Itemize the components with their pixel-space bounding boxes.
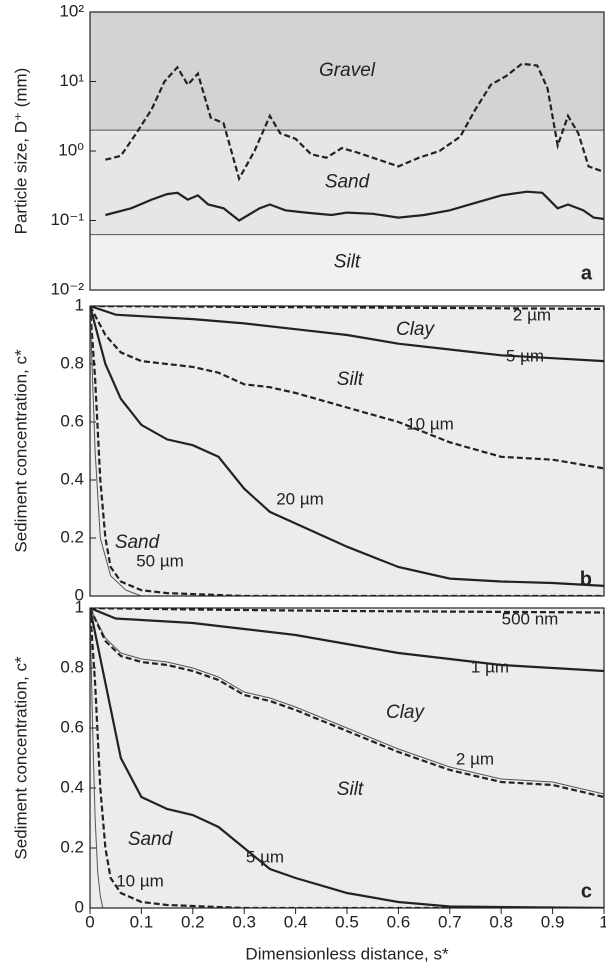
- x-tick-label: 0.2: [181, 912, 205, 931]
- y-tick-label: 0.8: [60, 353, 84, 372]
- region-label: Silt: [337, 779, 364, 800]
- y-axis-title: Sediment concentration, c*: [11, 349, 30, 553]
- series-line: [90, 608, 604, 673]
- y-tick-label: 10²: [59, 1, 84, 20]
- series-line: [105, 62, 604, 182]
- y-tick-label: 0.6: [60, 717, 84, 736]
- series-label: 50 µm: [136, 551, 184, 570]
- y-tick-label: 0.2: [60, 837, 84, 856]
- x-tick-label: 0.8: [489, 912, 513, 931]
- series-label: 5 µm: [506, 346, 544, 365]
- band: [90, 130, 604, 235]
- x-tick-label: 0.1: [130, 912, 154, 931]
- band-label: Sand: [325, 171, 371, 192]
- series-label: 10 µm: [406, 414, 454, 433]
- y-tick-label: 0.6: [60, 411, 84, 430]
- region-label: Silt: [337, 369, 364, 390]
- y-tick-label: 0.4: [60, 469, 84, 488]
- y-tick-label: 10⁻¹: [50, 210, 84, 229]
- series-line: [90, 306, 604, 363]
- series-line: [90, 608, 604, 908]
- band: [90, 234, 604, 290]
- y-tick-label: 0.4: [60, 777, 84, 796]
- y-tick-label: 1: [75, 597, 84, 616]
- x-tick-label: 0.7: [438, 912, 462, 931]
- region-label: Clay: [386, 702, 426, 723]
- plot-frame: [89, 305, 605, 597]
- region-label: Sand: [128, 829, 174, 850]
- y-axis-title: Sediment concentration, c*: [11, 656, 30, 860]
- series-label: 5 µm: [246, 847, 284, 866]
- y-tick-label: 1: [75, 295, 84, 314]
- series-line: [90, 306, 604, 596]
- y-tick-label: 0: [75, 585, 84, 604]
- region-label: Sand: [115, 532, 161, 553]
- y-tick-label: 10¹: [59, 71, 84, 90]
- series-line: [105, 190, 604, 222]
- series-label: 500 nm: [502, 609, 559, 628]
- series-label: 2 µm: [456, 749, 494, 768]
- series-line: [90, 608, 604, 908]
- x-tick-label: 0.5: [335, 912, 359, 931]
- x-tick-label: 1: [599, 912, 606, 931]
- panel-label: b: [580, 568, 592, 590]
- band-label: Silt: [334, 251, 361, 272]
- series-label: 10 µm: [116, 871, 164, 890]
- band: [90, 12, 604, 131]
- series-line: [90, 306, 604, 470]
- band-label: Gravel: [319, 60, 376, 81]
- series-line: [90, 608, 104, 908]
- plot-frame: [89, 607, 605, 909]
- region-label: Clay: [396, 319, 436, 340]
- x-tick-label: 0: [85, 912, 94, 931]
- y-tick-label: 0.2: [60, 527, 84, 546]
- series-line: [90, 306, 604, 587]
- y-tick-label: 10⁰: [58, 140, 84, 159]
- x-tick-label: 0.9: [541, 912, 565, 931]
- x-tick-label: 0.4: [284, 912, 308, 931]
- y-tick-label: 10⁻²: [50, 279, 84, 298]
- y-tick-label: 0: [75, 897, 84, 916]
- x-axis-title: Dimensionless distance, s*: [245, 944, 449, 963]
- panel-label: a: [581, 262, 593, 284]
- y-axis-title: Particle size, D⁺ (mm): [11, 68, 30, 235]
- y-tick-label: 0.8: [60, 657, 84, 676]
- series-line: [90, 306, 142, 596]
- x-tick-label: 0.3: [232, 912, 256, 931]
- plot-frame: [89, 11, 605, 291]
- x-tick-label: 0.6: [387, 912, 411, 931]
- series-label: 1 µm: [471, 657, 509, 676]
- series-label: 20 µm: [276, 489, 324, 508]
- plot-background: [90, 608, 604, 908]
- series-line: [90, 608, 604, 799]
- series-line: [90, 608, 604, 795]
- panel-label: c: [581, 880, 592, 902]
- series-label: 2 µm: [513, 305, 551, 324]
